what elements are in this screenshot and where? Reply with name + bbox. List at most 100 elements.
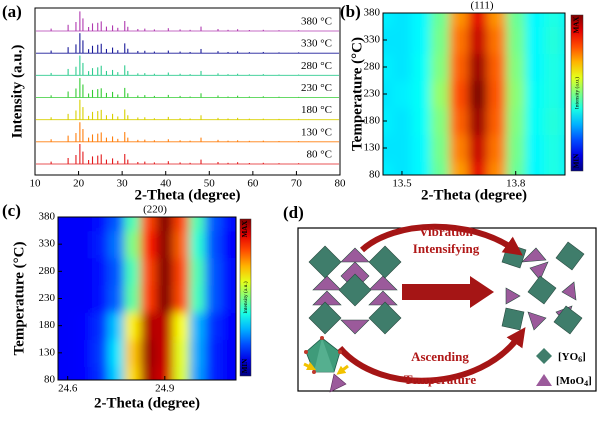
heat-cell <box>506 134 526 163</box>
heat-cell <box>383 13 394 28</box>
heat-cell <box>75 217 93 232</box>
heat-cell <box>449 53 469 82</box>
heat-cell <box>544 107 564 136</box>
heat-cell <box>487 53 507 82</box>
colorbar-tick-label: MIN <box>573 154 581 168</box>
heat-cell <box>172 284 190 313</box>
heat-cell <box>91 284 109 313</box>
heat-cell <box>487 80 507 109</box>
heat-cell <box>205 217 223 232</box>
heat-cell <box>59 312 77 340</box>
heat-cell <box>189 366 206 380</box>
heat-cell <box>392 161 413 175</box>
heat-cell <box>468 53 488 82</box>
heatmap <box>58 217 236 380</box>
heat-cell <box>124 257 142 286</box>
colorbar <box>239 218 252 377</box>
heat-cell <box>411 80 431 109</box>
heat-cell <box>75 257 93 286</box>
heat-cell <box>411 161 431 175</box>
heat-cell <box>544 80 564 109</box>
heat-cell <box>430 134 450 163</box>
heat-cell <box>124 339 142 368</box>
panel-label: (c) <box>2 201 21 220</box>
heat-cell <box>525 161 545 175</box>
structure-left <box>308 245 402 335</box>
heat-cell <box>449 80 469 109</box>
heat-cell <box>525 134 545 163</box>
colorbar-label: Intensity (a.u.) <box>242 281 249 313</box>
heat-cell <box>544 134 564 163</box>
heat-cell <box>525 80 545 109</box>
heat-cell <box>430 161 450 175</box>
heat-cell <box>124 366 142 380</box>
heat-cell <box>59 339 77 368</box>
x-axis-label: 2-Theta (degree) <box>94 395 200 411</box>
heat-cell <box>205 257 223 286</box>
heat-cell <box>156 257 174 286</box>
x-tick-label: 24.6 <box>58 383 78 395</box>
y-tick-label: 180 <box>364 115 381 127</box>
y-axis-label: Temperature (°C) <box>11 242 27 356</box>
heat-cell <box>563 13 565 28</box>
heat-cell <box>383 53 394 82</box>
heat-cell <box>75 339 93 368</box>
y-axis-label: Intensity (a.u.) <box>9 45 25 139</box>
heat-cell <box>430 53 450 82</box>
series-label: 380 °C <box>301 16 332 28</box>
heat-cell <box>221 284 236 313</box>
heat-cell <box>59 366 77 380</box>
legend-text: [MoO <box>556 375 585 387</box>
heat-cell <box>124 284 142 313</box>
heat-cell <box>58 217 61 232</box>
heat-cell <box>108 217 125 232</box>
heat-cell <box>156 230 174 259</box>
panel-label: (b) <box>340 2 361 21</box>
heat-cell <box>506 26 526 55</box>
y-tick-label: 280 <box>39 265 56 277</box>
heat-cell <box>392 53 413 82</box>
legend-subscript: 4 <box>584 379 588 388</box>
heat-cell <box>487 13 507 28</box>
y-tick-label: 130 <box>364 142 381 154</box>
y-tick-label: 230 <box>364 88 381 100</box>
heat-cell <box>221 366 236 380</box>
heat-cell <box>124 230 142 259</box>
chart-panel: (a) 2-Theta (degree) Intensity (a.u.) 80 °C… <box>2 2 346 204</box>
heat-cell <box>172 339 190 368</box>
x-tick-label: 10 <box>30 178 42 190</box>
heat-cell <box>430 13 450 28</box>
heat-cell <box>383 134 394 163</box>
heat-cell <box>468 134 488 163</box>
heat-cell <box>449 13 469 28</box>
heat-cell <box>156 284 174 313</box>
heat-cell <box>189 230 206 259</box>
heat-cell <box>525 26 545 55</box>
heat-cell <box>156 366 174 380</box>
chart-panel: (c) 2-Theta (degree) Temperature (°C) 80 130… <box>2 201 252 411</box>
heat-cell <box>91 366 109 380</box>
heatmap-cells <box>58 217 236 380</box>
heat-cell <box>75 284 93 313</box>
series-label: 130 °C <box>301 126 332 138</box>
colorbar-label: Intensity (a.u.) <box>573 77 580 109</box>
heat-cell <box>383 26 394 55</box>
heat-cell <box>91 217 109 232</box>
x-tick-label: 60 <box>247 178 259 190</box>
heat-cell <box>411 107 431 136</box>
heat-cell <box>506 53 526 82</box>
colorbar-tick-label: MIN <box>241 359 249 373</box>
heat-cell <box>156 312 174 340</box>
curved-arrow <box>337 327 526 384</box>
heat-cell <box>189 312 206 340</box>
heat-cell <box>91 339 109 368</box>
heat-cell <box>108 312 125 340</box>
heat-cell <box>383 161 394 175</box>
heat-cell <box>506 161 526 175</box>
heat-cell <box>91 312 109 340</box>
colorbar <box>570 14 584 172</box>
curved-arrow <box>359 223 523 256</box>
chart-title: (220) <box>143 204 167 216</box>
plot-frame <box>382 12 566 176</box>
